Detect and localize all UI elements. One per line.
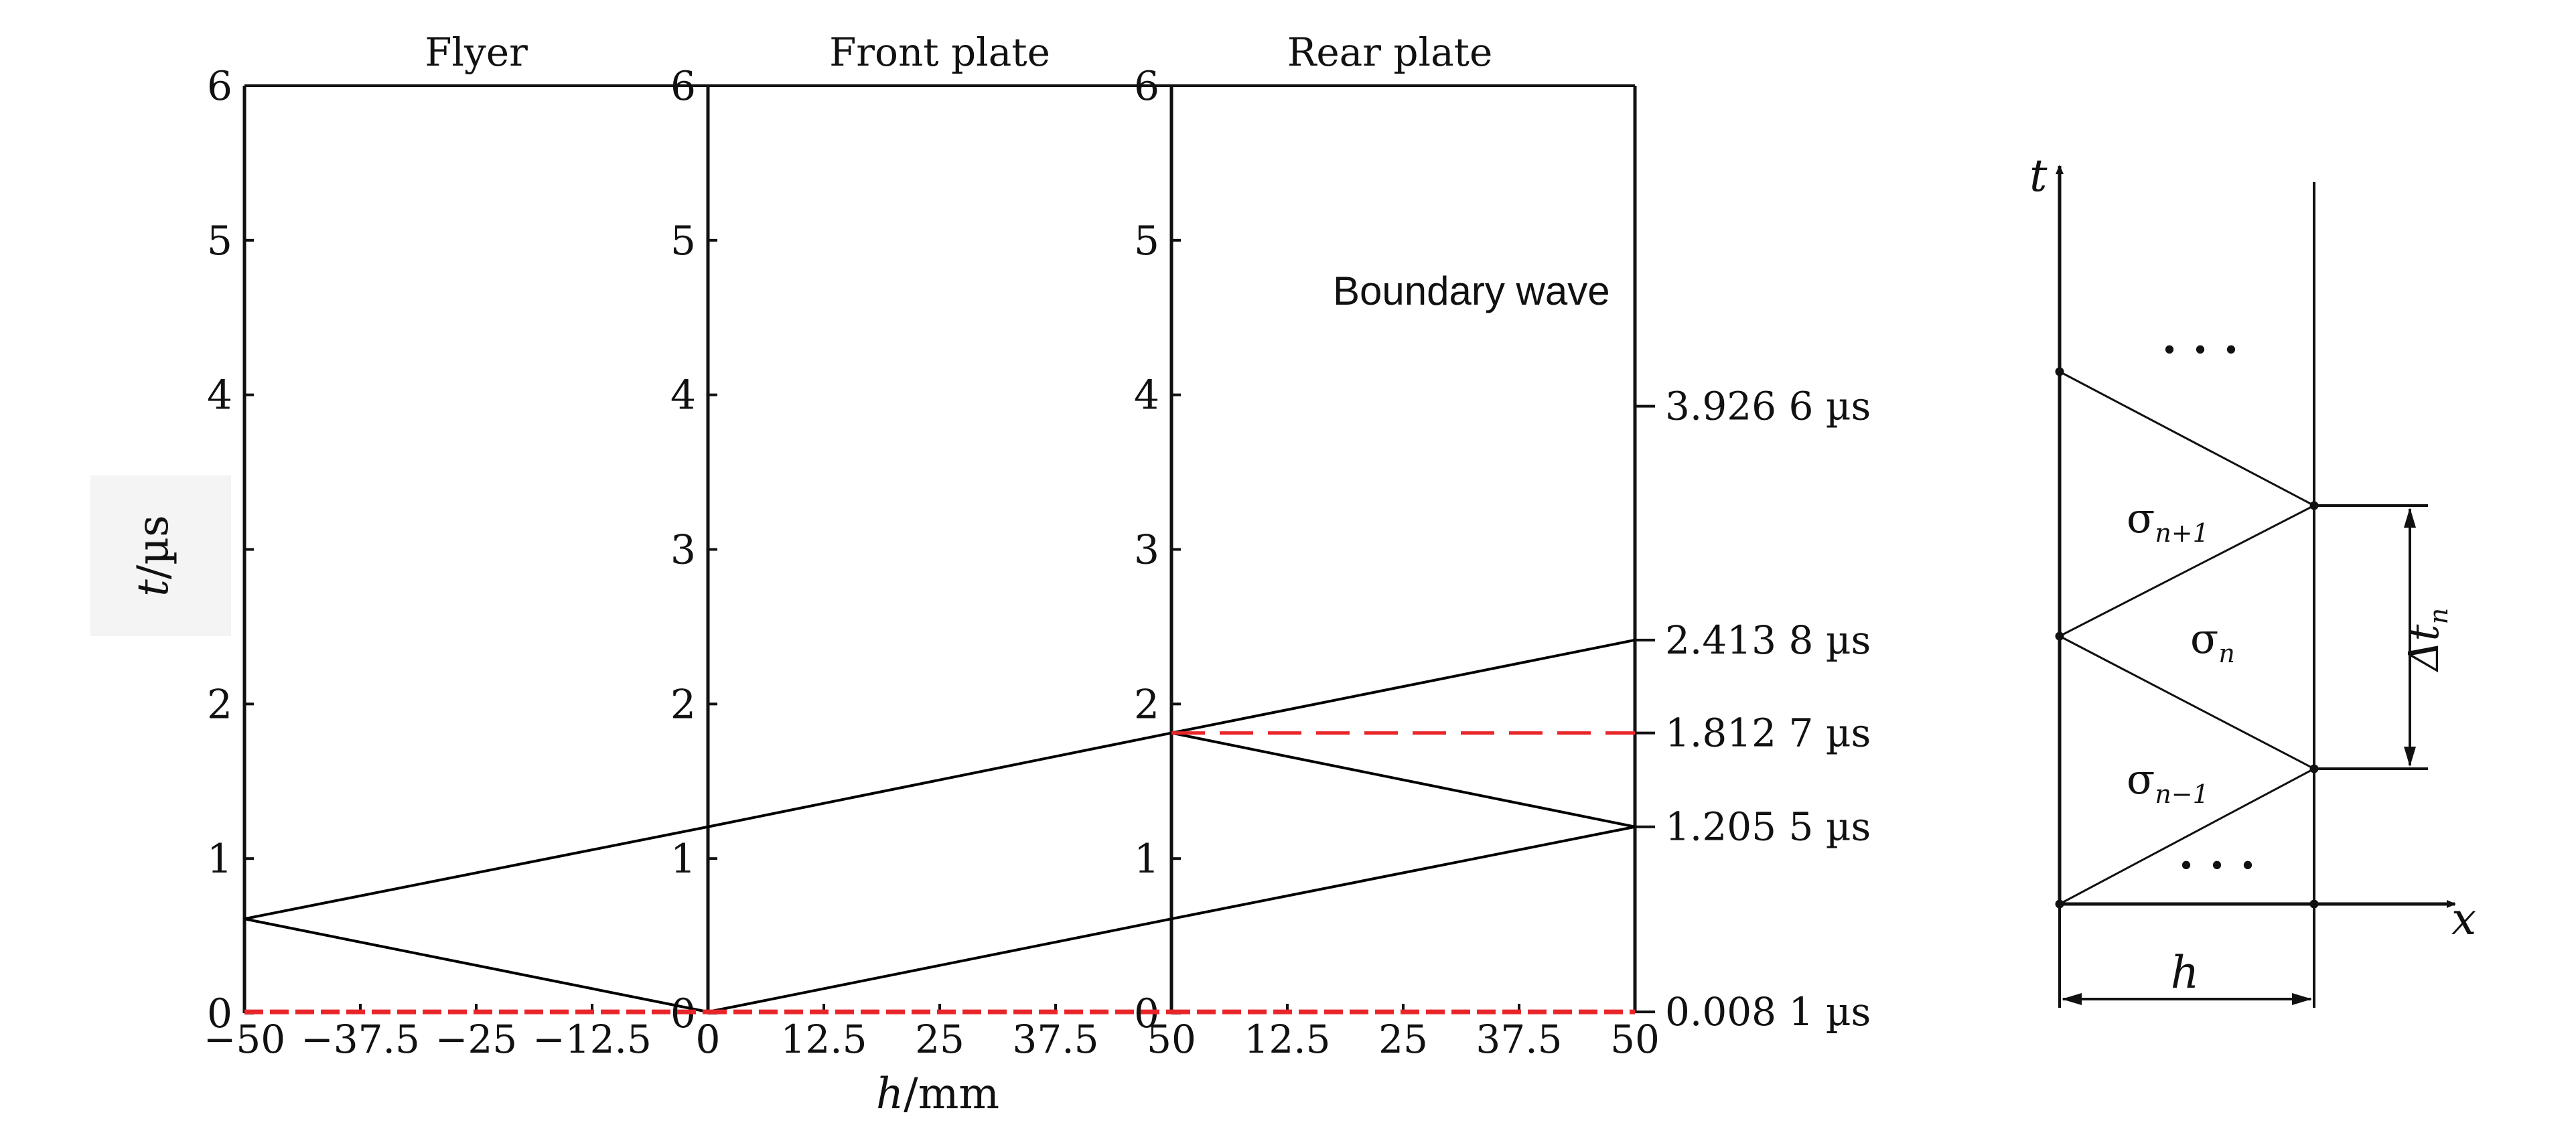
x-tick-label: 37.5	[1012, 1016, 1098, 1062]
panel-title: Rear plate	[1287, 29, 1493, 75]
x-tick-label: 50	[1610, 1016, 1660, 1062]
panel-title: Flyer	[425, 29, 528, 75]
x-tick-label: 25	[1378, 1016, 1428, 1062]
time-label: 1.205 5 µs	[1665, 804, 1871, 850]
boundary-wave-annotation: Boundary wave	[1333, 269, 1610, 313]
x-tick-label: 50	[1147, 1016, 1196, 1062]
time-labels: 3.926 6 µs 2.413 8 µs 1.812 7 µs 1.205 5 µs…	[1635, 384, 1871, 1035]
ellipsis-bottom: · · ·	[2179, 839, 2256, 891]
x-axis-label-diagram: x	[2451, 893, 2476, 945]
sigma-n-label: σn	[2190, 614, 2235, 668]
time-label: 1.812 7 µs	[1665, 710, 1871, 756]
x-tick-label: 12.5	[1244, 1016, 1330, 1062]
x-tick-label: 12.5	[780, 1016, 867, 1062]
subscript: n+1	[2155, 518, 2209, 548]
sigma-n-plus-1-label: σn+1	[2127, 494, 2209, 548]
wave-segment	[244, 825, 709, 921]
characteristic-2	[2059, 635, 2315, 770]
node	[2055, 899, 2064, 909]
y-tick-label: 2	[207, 681, 232, 728]
x-tick-label: 0	[696, 1016, 721, 1062]
y-tick-label: 3	[670, 527, 696, 574]
x-axis-unit: /mm	[904, 1069, 999, 1119]
characteristic-3	[2059, 504, 2315, 637]
node	[2309, 899, 2319, 909]
y-tick-label: 1	[207, 836, 232, 883]
x-axis-label: h/mm	[876, 1069, 999, 1119]
x-tick-label: −37.5	[301, 1016, 420, 1062]
sigma-symbol: σ	[2127, 755, 2155, 804]
y-tick-label: 2	[1134, 681, 1159, 728]
y-axis-ticks: 012345601234560123456	[207, 63, 1181, 1037]
x-tick-label: 37.5	[1476, 1016, 1562, 1062]
wave-segment	[707, 731, 1172, 828]
y-tick-label: 6	[670, 63, 696, 110]
diagram-labels: t x h · · · · · · σn+1 σn σn−1 Δtn	[2029, 150, 2476, 998]
y-axis-label: t/µs	[129, 515, 178, 597]
y-tick-label: 0	[207, 990, 232, 1037]
x-tick-label: −50	[204, 1016, 285, 1062]
x-tick-label: 0	[696, 1016, 721, 1062]
x-axis-ticks: −50 −37.5 −25 −12.5 00 12.5 25 37.5 50 12.5 25 37.5…	[204, 1004, 1660, 1062]
x-tick-label: −25	[435, 1016, 517, 1062]
subscript: n	[2218, 639, 2234, 668]
wave-propagation-chart: Flyer Front plate Rear plate 0 1 2 3 4 5 6 0 1 2 3 4 5…	[90, 29, 1871, 1119]
x-tick-label: 25	[915, 1016, 964, 1062]
y-tick-label: 6	[207, 63, 232, 110]
sigma-n-minus-1-label: σn−1	[2127, 755, 2209, 809]
y-tick-label: 3	[1134, 527, 1159, 574]
time-label: 0.008 1 µs	[1665, 989, 1871, 1035]
subscript: n	[2424, 608, 2453, 624]
wave-lines-solid	[244, 638, 1636, 1014]
width-label: h	[2171, 947, 2200, 998]
y-tick-label: 6	[1134, 63, 1159, 110]
y-tick-label: 5	[670, 218, 696, 265]
wave-segment	[1171, 638, 1636, 735]
x-tick-label: −12.5	[532, 1016, 652, 1062]
time-label: 3.926 6 µs	[1665, 384, 1871, 429]
y-tick-label: 5	[1134, 218, 1159, 265]
subscript: n−1	[2155, 779, 2209, 809]
y-tick-label: 4	[1134, 372, 1159, 419]
y-tick-label: 2	[670, 681, 696, 728]
wave-schematic-diagram	[2055, 165, 2456, 1008]
wave-segment	[1171, 731, 1636, 828]
y-axis-variable: t	[129, 579, 178, 597]
t-axis-label: t	[2029, 150, 2048, 202]
node	[2055, 631, 2064, 641]
sigma-symbol: σ	[2190, 614, 2218, 663]
sigma-symbol: σ	[2127, 494, 2155, 542]
y-tick-label: 5	[207, 218, 232, 265]
panel-titles: Flyer Front plate Rear plate	[425, 29, 1492, 75]
y-tick-label: 4	[207, 372, 232, 419]
y-axis-unit: /µs	[129, 515, 178, 579]
panel-frames	[242, 84, 1637, 1013]
characteristic-1	[2059, 767, 2315, 905]
delta-t-label: Δtn	[2399, 608, 2453, 672]
y-tick-label: 1	[670, 836, 696, 883]
wave-segment	[244, 917, 709, 1014]
characteristic-4	[2059, 370, 2315, 507]
panel-title: Front plate	[829, 29, 1050, 75]
delta-t-symbol: Δt	[2399, 624, 2448, 672]
ellipsis-top: · · ·	[2162, 323, 2239, 376]
time-label: 2.413 8 µs	[1665, 617, 1871, 663]
wave-segment	[1171, 825, 1636, 921]
y-tick-label: 1	[1134, 836, 1159, 883]
node	[2055, 367, 2064, 376]
wave-lines-dashed	[244, 731, 1635, 1014]
y-label-box	[90, 475, 231, 636]
wave-segment	[707, 917, 1172, 1014]
y-tick-label: 4	[670, 372, 696, 419]
x-axis-variable: h	[876, 1069, 904, 1119]
